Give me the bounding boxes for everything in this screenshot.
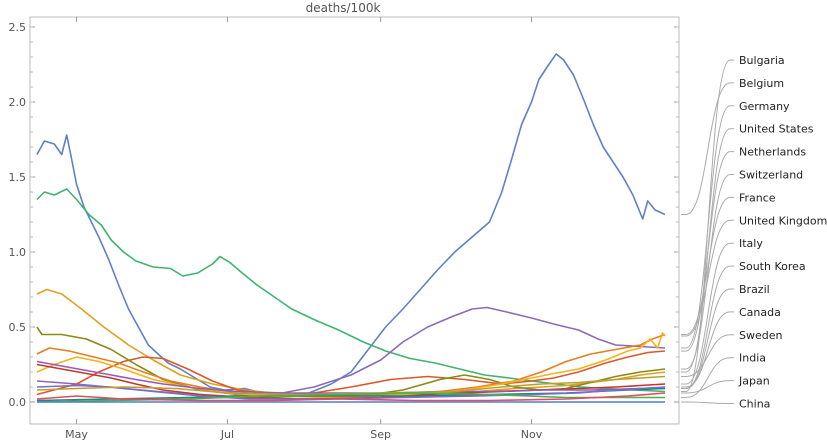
callout-leader bbox=[681, 105, 734, 349]
callout-leader bbox=[681, 288, 734, 389]
plot-frame bbox=[29, 16, 680, 425]
x-axis: May Jul Sep Nov bbox=[65, 17, 543, 441]
series-line-bulgaria bbox=[36, 188, 666, 393]
series-line-netherlands bbox=[36, 350, 666, 396]
series-layer bbox=[36, 53, 666, 403]
callout-label-united-kingdom: United Kingdom bbox=[739, 214, 827, 227]
callout-label-canada: Canada bbox=[739, 306, 781, 319]
callout-label-belgium: Belgium bbox=[739, 77, 784, 90]
callout-leader bbox=[681, 401, 734, 404]
series-line-united-states bbox=[36, 288, 666, 397]
x-tick-label: May bbox=[65, 428, 88, 441]
callout-label-bulgaria: Bulgaria bbox=[739, 54, 785, 67]
y-tick-label: 0.0 bbox=[9, 396, 27, 409]
x-tick-label: Jul bbox=[220, 428, 234, 441]
x-tick-label: Sep bbox=[370, 428, 391, 441]
y-tick-label: 2.0 bbox=[9, 96, 27, 109]
callout-leader bbox=[681, 174, 734, 370]
series-line-south-korea bbox=[36, 360, 665, 394]
callout-label-germany: Germany bbox=[739, 100, 790, 113]
callout-label-india: India bbox=[739, 352, 766, 365]
x-tick-label: Nov bbox=[521, 428, 543, 441]
callout-leader bbox=[681, 334, 734, 377]
series-line-belgium bbox=[36, 53, 666, 397]
callout-leader bbox=[681, 219, 734, 337]
callout-label-italy: Italy bbox=[739, 237, 763, 250]
callout-label-switzerland: Switzerland bbox=[739, 169, 803, 182]
callout-leader bbox=[681, 196, 734, 335]
callout-label-south-korea: South Korea bbox=[739, 260, 806, 273]
callout-leader bbox=[681, 311, 734, 388]
callout-labels: Bulgaria Belgium Germany United States Nethe… bbox=[681, 54, 827, 411]
callout-leader bbox=[681, 357, 734, 398]
y-axis: 0.0 0.5 1.0 1.5 2.0 2.5 bbox=[9, 21, 679, 409]
y-tick-label: 1.5 bbox=[9, 171, 27, 184]
callout-label-france: France bbox=[739, 191, 776, 204]
y-tick-label: 0.5 bbox=[9, 321, 27, 334]
callout-label-united-states: United States bbox=[739, 123, 814, 136]
callout-label-sweden: Sweden bbox=[739, 329, 782, 342]
series-line-japan bbox=[36, 392, 666, 402]
callout-leader bbox=[681, 242, 734, 385]
callout-label-brazil: Brazil bbox=[739, 283, 770, 296]
callout-label-netherlands: Netherlands bbox=[739, 146, 806, 159]
callout-leader bbox=[681, 380, 734, 394]
chart-title: deaths/100k bbox=[306, 1, 381, 15]
y-tick-label: 2.5 bbox=[9, 21, 27, 34]
callout-leader bbox=[681, 82, 734, 215]
callout-leader bbox=[681, 151, 734, 352]
callout-label-japan: Japan bbox=[738, 375, 770, 388]
callout-label-china: China bbox=[739, 398, 770, 411]
y-tick-label: 1.0 bbox=[9, 246, 27, 259]
